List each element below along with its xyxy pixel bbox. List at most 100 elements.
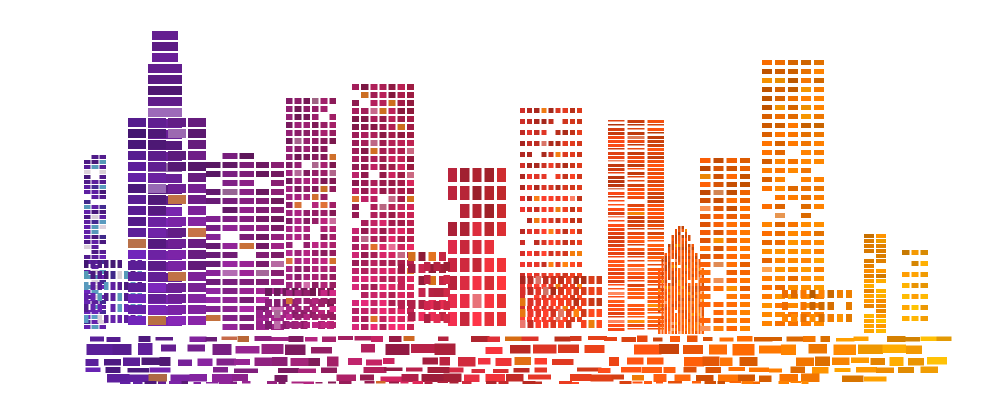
- window-block: [397, 236, 405, 242]
- window-block: [588, 309, 595, 317]
- window-block: [608, 288, 625, 290]
- window-block: [256, 310, 263, 318]
- window-block: [460, 276, 470, 290]
- window-block: [548, 306, 554, 311]
- window-block: [397, 244, 405, 250]
- window-block: [762, 150, 772, 155]
- window-block: [361, 284, 369, 290]
- window-block: [876, 304, 886, 308]
- window-block: [406, 124, 414, 130]
- window-block: [691, 268, 694, 271]
- window-block: [671, 313, 674, 316]
- window-block: [688, 277, 691, 280]
- window-block: [294, 266, 302, 272]
- window-block: [681, 247, 684, 250]
- window-block: [664, 262, 668, 265]
- window-block: [762, 69, 772, 74]
- window-block: [148, 316, 166, 325]
- window-block: [668, 250, 671, 253]
- window-block: [443, 275, 450, 284]
- window-block: [128, 195, 146, 204]
- window-block: [550, 298, 557, 306]
- window-block: [688, 298, 691, 301]
- window-block: [520, 295, 526, 300]
- window-block: [264, 299, 272, 307]
- window-block: [408, 312, 416, 321]
- window-block: [726, 294, 737, 299]
- window-block: [671, 283, 674, 286]
- window-block: [688, 304, 691, 307]
- window-block: [688, 325, 691, 328]
- window-block: [608, 324, 625, 327]
- window-block: [84, 170, 91, 174]
- window-block: [548, 207, 554, 212]
- window-block: [562, 207, 568, 212]
- window-block: [911, 250, 919, 255]
- window-block: [700, 190, 711, 195]
- ground-block: [290, 357, 311, 366]
- window-block: [222, 189, 238, 195]
- window-block: [658, 298, 661, 301]
- window-block: [627, 280, 645, 282]
- window-block: [303, 194, 310, 200]
- window-block: [329, 322, 336, 328]
- window-block: [688, 253, 691, 256]
- window-block: [671, 253, 674, 256]
- window-block: [352, 148, 360, 154]
- window-block: [110, 282, 116, 290]
- ground-block: [803, 336, 816, 342]
- window-block: [352, 196, 360, 202]
- window-block: [128, 184, 146, 193]
- window-block: [664, 280, 668, 283]
- ground-block: [230, 381, 238, 384]
- ground-block: [487, 336, 500, 342]
- window-block: [406, 212, 414, 218]
- window-block: [541, 218, 547, 223]
- ground-block: [811, 366, 829, 374]
- window-block: [352, 252, 360, 258]
- window-block: [627, 228, 645, 230]
- ground-block: [155, 336, 173, 341]
- window-block: [99, 235, 106, 239]
- window-block: [99, 190, 106, 194]
- window-block: [555, 152, 561, 157]
- ground-block: [138, 336, 151, 342]
- window-block: [608, 172, 625, 174]
- window-block: [562, 152, 568, 157]
- window-block: [647, 308, 664, 311]
- window-block: [148, 64, 182, 73]
- window-block: [775, 285, 785, 290]
- window-block: [555, 284, 561, 289]
- window-block: [691, 271, 694, 274]
- window-block: [286, 122, 293, 128]
- window-block: [542, 287, 549, 295]
- window-block: [678, 226, 681, 229]
- window-block: [801, 321, 811, 326]
- window-block: [303, 250, 310, 256]
- window-block: [678, 232, 681, 235]
- window-block: [576, 251, 582, 256]
- window-block: [700, 278, 711, 283]
- window-block: [397, 164, 405, 170]
- window-block: [713, 238, 724, 243]
- window-block: [370, 268, 378, 274]
- window-block: [104, 271, 109, 279]
- window-block: [688, 271, 691, 274]
- window-block: [91, 250, 99, 254]
- window-block: [668, 310, 671, 313]
- window-block: [788, 231, 798, 236]
- window-block: [775, 87, 785, 92]
- window-block: [520, 130, 526, 135]
- window-block: [555, 262, 561, 267]
- window-block: [271, 261, 284, 267]
- window-block: [627, 328, 645, 330]
- window-block: [562, 218, 568, 223]
- ground-block: [336, 374, 357, 381]
- window-block: [256, 189, 269, 195]
- window-block: [688, 310, 691, 313]
- window-block: [388, 324, 396, 330]
- window-block: [647, 176, 664, 179]
- ground-block: [485, 373, 505, 383]
- window-block: [801, 132, 811, 137]
- window-block: [448, 276, 458, 290]
